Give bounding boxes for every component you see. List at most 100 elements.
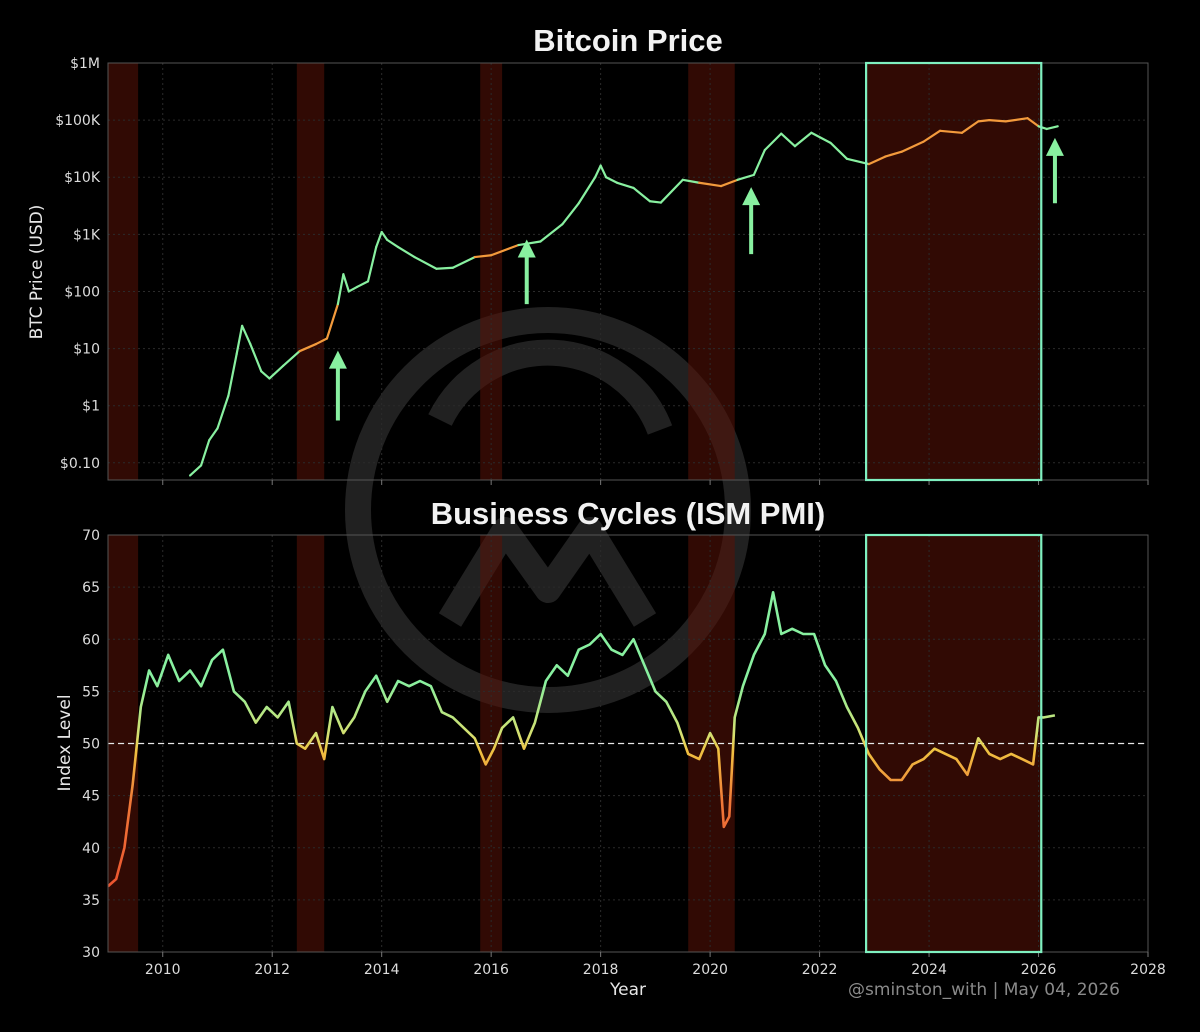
price-line-segment [539, 223, 564, 243]
pmi-y-tick-label: 35 [82, 893, 100, 909]
pmi-line [108, 591, 1056, 888]
price-line-segment [380, 230, 389, 241]
price-line-segment [599, 164, 608, 179]
price-line-segment [227, 353, 238, 397]
price-line-segment [386, 238, 400, 249]
price-line-segment [1037, 125, 1048, 131]
price-line-segment [473, 254, 493, 259]
price-line-segment [314, 337, 329, 346]
price-recession-span [480, 63, 503, 480]
green-arrow-icon [1045, 137, 1064, 204]
price-line-segment [216, 394, 230, 430]
price-line-segment [355, 280, 370, 289]
pmi-x-tick-label: 2018 [583, 962, 619, 978]
pmi-y-axis-label: Index Level [55, 694, 75, 791]
pmi-panel: 30 35 40 45 50 55 60 65 70 2010 2012 2014 2016 2018 2… [82, 528, 1166, 978]
pmi-chart-title: Business Cycles (ISM PMI) [431, 496, 826, 531]
price-line-segment [594, 164, 602, 179]
price-line-segment [719, 178, 739, 188]
pmi-x-tick-label: 2010 [145, 962, 181, 978]
price-line-segment [413, 255, 438, 270]
green-arrow-icon [517, 239, 536, 305]
pmi-x-tick-label: 2022 [802, 962, 838, 978]
price-line-segment [938, 129, 963, 134]
price-line-segment [698, 181, 723, 188]
price-recession-span [688, 63, 735, 480]
price-line-segment [366, 245, 378, 283]
price-line-segment [189, 464, 203, 477]
price-recession-span [108, 63, 139, 480]
price-line-segment [632, 186, 651, 203]
price-line-segment [199, 438, 211, 467]
pmi-plot-frame [107, 534, 1149, 953]
price-line-segment [988, 119, 1007, 123]
price-line-segment [375, 230, 383, 249]
price-line-segment [900, 140, 925, 153]
price-line-segment [435, 266, 454, 270]
credit-label: @sminston_with | May 04, 2026 [848, 980, 1120, 1000]
price-line-segment [336, 273, 345, 306]
green-arrow-icon [742, 187, 761, 255]
price-line-segment [517, 240, 542, 247]
pmi-x-tick-label: 2028 [1130, 962, 1166, 978]
price-line-segment [451, 255, 476, 269]
price-line-segment [752, 148, 766, 176]
price-line-segment [561, 202, 580, 226]
price-line-segment [960, 120, 980, 134]
price-line-segment [282, 350, 301, 367]
pmi-y-tick-label: 55 [82, 684, 100, 700]
price-line-segment [763, 132, 783, 152]
pmi-y-tick-label: 45 [82, 789, 100, 805]
price-y-tick-label: $1K [73, 227, 101, 243]
price-y-axis-label: BTC Price (USD) [27, 205, 47, 340]
price-line-segment [1045, 125, 1059, 131]
price-panel: $1M $100K $10K $1K $100 $10 $1 $0.10 [55, 56, 1149, 485]
price-line-segment [605, 176, 619, 184]
green-arrow-icon [328, 350, 347, 421]
price-line-segment [977, 119, 991, 123]
price-line-segment [810, 131, 832, 144]
price-recession-span [866, 63, 1042, 480]
price-line-segment [736, 173, 755, 181]
price-line-segment [347, 285, 359, 293]
pmi-y-tick-label: 40 [82, 841, 100, 857]
price-line-segment [342, 273, 350, 293]
price-y-tick-label: $1 [82, 399, 100, 415]
price-line-segment [268, 364, 285, 380]
price-line-segment [780, 132, 797, 148]
price-line-segment [793, 131, 813, 148]
pmi-y-tick-label: 50 [82, 737, 100, 753]
price-line-segment [681, 178, 701, 184]
price-line-segment [208, 427, 219, 442]
price-line-segment [829, 141, 849, 160]
price-line-segment [298, 342, 318, 353]
price-line-segment [490, 243, 520, 257]
price-line-segment [249, 342, 263, 373]
price-y-tick-label: $10 [73, 342, 100, 358]
price-line-segment [577, 176, 597, 205]
pmi-x-tick-label: 2024 [911, 962, 947, 978]
price-line-segment [615, 181, 635, 190]
price-line-segment [235, 324, 244, 356]
pmi-x-tick-label: 2014 [364, 962, 400, 978]
price-line-segment [922, 129, 942, 143]
pmi-x-tick-label: 2026 [1021, 962, 1057, 978]
price-line-segment [325, 303, 339, 340]
price-line-segment [648, 200, 662, 204]
price-y-tick-label: $100K [55, 113, 101, 129]
price-line-segment [397, 245, 416, 259]
price-recession-span [296, 63, 325, 480]
price-plot-frame [107, 62, 1149, 481]
pmi-y-tick-label: 70 [82, 528, 100, 544]
price-y-tick-label: $100 [64, 284, 100, 300]
price-line-segment [241, 324, 252, 346]
price-y-tick-label: $0.10 [60, 456, 100, 472]
price-y-tick-label: $1M [70, 56, 100, 72]
price-line-segment [1004, 117, 1029, 123]
pmi-y-tick-label: 60 [82, 632, 100, 648]
price-chart-title: Bitcoin Price [533, 23, 723, 58]
price-line-segment [260, 370, 271, 380]
pmi-y-tick-label: 30 [82, 945, 100, 961]
pmi-x-tick-label: 2012 [254, 962, 290, 978]
